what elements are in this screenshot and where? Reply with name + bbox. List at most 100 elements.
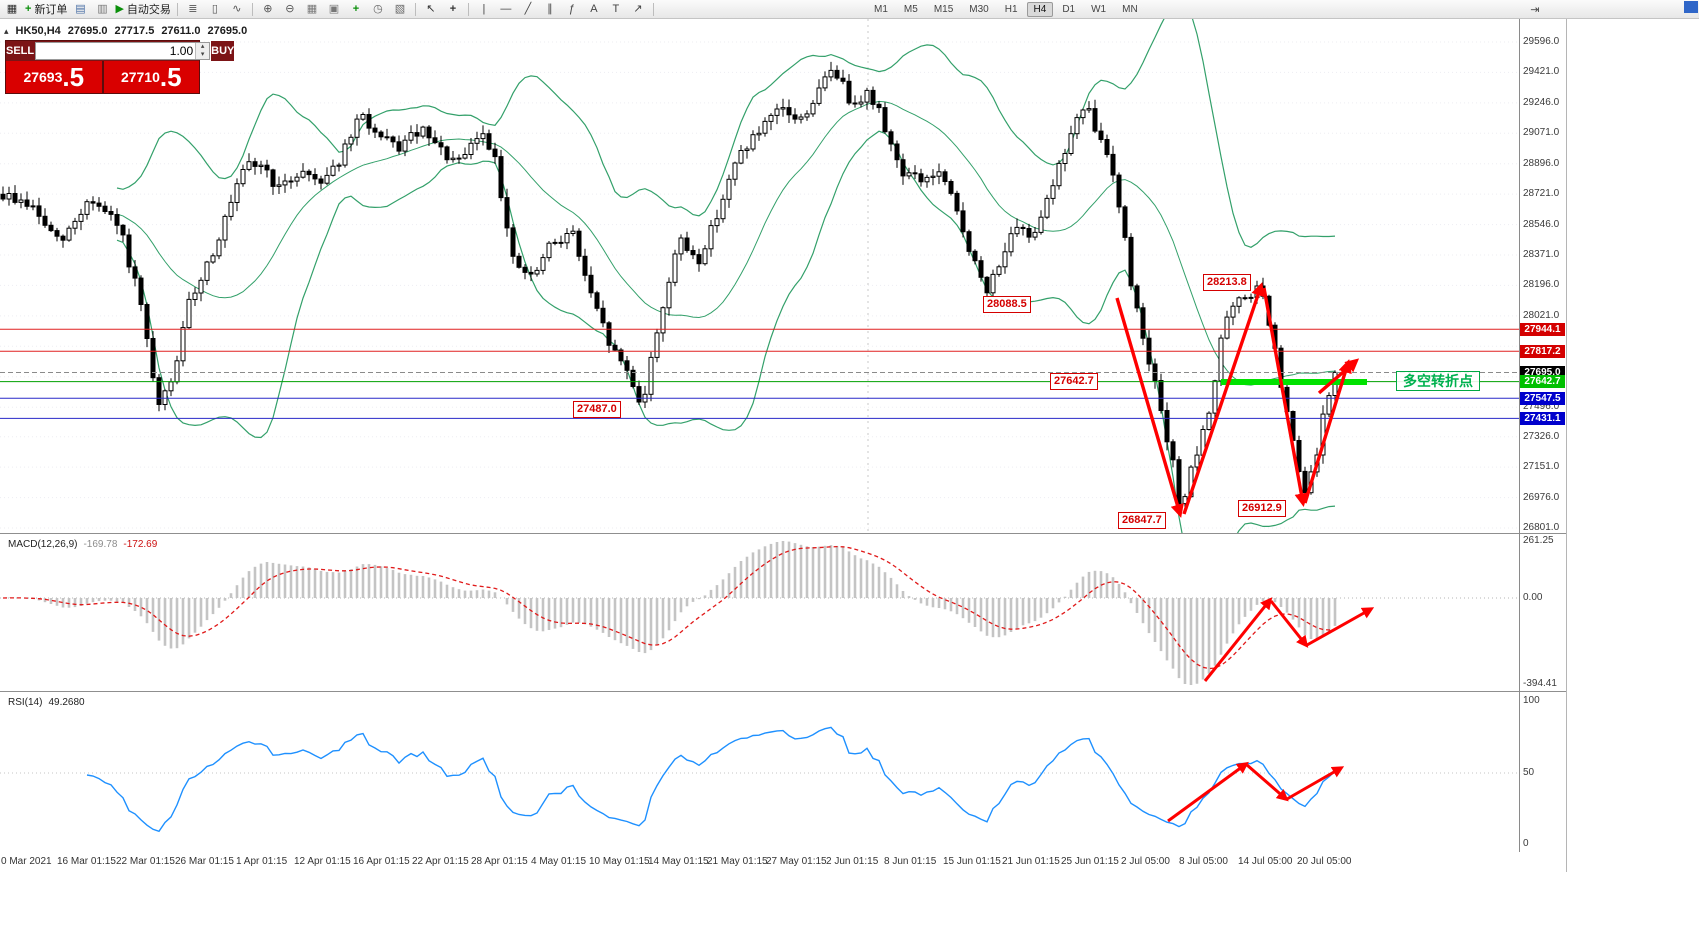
macd-panel[interactable] [0,533,1566,691]
chart-window-icon[interactable]: ▤ [69,1,91,17]
time-axis-label: 8 Jul 05:00 [1179,856,1228,867]
price-tick-label: 29071.0 [1523,127,1560,139]
rsi-panel[interactable] [0,691,1566,852]
price-tick-label: 28371.0 [1523,249,1560,260]
timeframe-button-m15[interactable]: M15 [933,3,954,15]
candlestick-chart-icon[interactable]: ▯ [204,1,226,17]
horizontal-line-icon-glyph: ― [500,3,512,15]
timeframe-button-h4[interactable]: H4 [1026,1,1054,17]
price-tick-label: 29246.0 [1523,96,1560,108]
timeframe-button-m30[interactable]: M30 [969,3,989,15]
one-click-trading-panel: SELL ▴ ▾ BUY 27693.5 27710.5 [5,40,235,94]
timeframe-button-m1[interactable]: M1 [874,3,888,15]
line-chart-icon[interactable]: ∿ [226,1,248,17]
timeframe-button-m5[interactable]: M5 [903,3,918,15]
price-annotation-label[interactable]: 28088.5 [983,296,1031,313]
timeframe-button-mn[interactable]: MN [1122,3,1138,15]
zoom-in-icon-glyph: ⊕ [263,3,273,15]
timeframe-toolbar: M1 M5 M15 M30 H1 H4 D1 W1 MN [866,0,1146,18]
volume-stepper: ▴ ▾ [195,43,210,59]
cursor-icon[interactable]: ↖ [420,1,442,17]
time-axis-label: 12 Apr 01:15 [294,856,351,867]
time-axis-label: 14 Jul 05:00 [1238,856,1293,867]
price-annotation-label[interactable]: 27487.0 [573,401,621,418]
macd-trend-arrows[interactable] [1203,597,1375,682]
crosshair-icon[interactable]: + [442,1,464,17]
indicators-icon[interactable]: + [345,1,367,17]
symbol-info-bar: ▴ HK50,H4 27695.0 27717.5 27611.0 27695.… [4,25,247,37]
profiles-icon[interactable]: ▥ [91,1,113,17]
auto-trading-button[interactable]: ▶ 自动交易 [113,1,172,17]
periods-icon[interactable]: ◷ [367,1,389,17]
rsi-scale-label: 100 [1523,695,1540,706]
timeframe-button-d1[interactable]: D1 [1062,3,1076,15]
timeframe-button-h1[interactable]: H1 [1004,3,1018,15]
volume-decrease-button[interactable]: ▾ [196,51,210,59]
new-order-button-label: 新订单 [34,4,68,16]
zoom-in-icon[interactable]: ⊕ [257,1,279,17]
price-level-badge: 27817.2 [1520,344,1565,358]
arrows-icon-glyph: ↗ [633,3,643,15]
time-axis-label: 20 Jul 05:00 [1297,856,1352,867]
trend-arrows[interactable] [1115,282,1360,518]
symbol-timeframe-label: HK50,H4 [15,25,61,37]
auto-trading-button-glyph: ▶ [115,3,124,15]
timeframe-button-w1[interactable]: W1 [1091,3,1107,15]
trendline-icon[interactable]: ╱ [517,1,539,17]
chart-shift-icon[interactable]: ⇥ [1530,3,1540,16]
vertical-line-icon[interactable]: | [473,1,495,17]
app-chart-icon[interactable]: ▦ [1,1,23,17]
label-icon[interactable]: T [605,1,627,17]
time-axis-label: 26 Mar 01:15 [175,856,234,867]
collapse-panel-icon[interactable]: ▴ [4,25,9,36]
indicators-icon-glyph: + [352,3,360,15]
macd-splitter[interactable] [0,533,1566,534]
line-chart-icon-glyph: ∿ [232,3,242,15]
tile-windows-icon[interactable]: ▣ [323,1,345,17]
bollinger-bands [116,19,1336,533]
arrows-icon[interactable]: ↗ [627,1,649,17]
buy-price-button[interactable]: 27710.5 [103,61,199,93]
price-tick-label: 27326.0 [1523,430,1560,442]
new-order-button[interactable]: + 新订单 [23,1,69,17]
channel-icon[interactable]: ∥ [539,1,561,17]
price-annotation-label[interactable]: 27642.7 [1050,373,1098,390]
trendline-icon-glyph: ╱ [524,3,532,15]
rsi-splitter[interactable] [0,691,1566,692]
crosshair-icon-glyph: + [449,3,457,15]
volume-increase-button[interactable]: ▴ [196,43,210,51]
time-axis[interactable]: 0 Mar 2021 16 Mar 01:15 22 Mar 01:15 26 Mar… [0,852,1566,872]
text-icon-glyph: A [590,3,598,15]
buy-button[interactable]: BUY [211,41,235,61]
templates-icon[interactable]: ▧ [389,1,411,17]
macd-signal-line [2,545,1336,670]
time-axis-label: 25 Jun 01:15 [1061,856,1119,867]
sell-price-button[interactable]: 27693.5 [6,61,102,93]
rsi-value: 49.2680 [48,697,85,708]
price-annotation-label[interactable]: 26912.9 [1238,500,1286,517]
price-tick-label: 27151.0 [1523,461,1560,473]
sell-button[interactable]: SELL [6,41,35,61]
zoom-out-icon[interactable]: ⊖ [279,1,301,17]
price-annotation-label[interactable]: 26847.7 [1118,512,1166,529]
turning-point-label[interactable]: 多空转折点 [1396,371,1480,391]
bar-chart-icon[interactable]: ≣ [182,1,204,17]
time-axis-label: 8 Jun 01:15 [884,856,937,867]
low-price-value: 27611.0 [161,25,201,37]
time-axis-label: 15 Jun 01:15 [943,856,1001,867]
chart-window-icon-glyph: ▤ [75,3,86,15]
volume-input[interactable] [36,43,196,59]
rsi-trend-arrows[interactable] [1167,761,1345,823]
main-price-chart[interactable] [0,19,1566,533]
rsi-name: RSI(14) [8,697,43,708]
chart-window: 28088.5 28213.8 27642.7 27487.0 26847.7 26912… [0,19,1567,872]
price-annotation-label[interactable]: 28213.8 [1203,274,1251,291]
text-icon[interactable]: A [583,1,605,17]
horizontal-levels[interactable] [0,328,1519,419]
grid-icon[interactable]: ▦ [301,1,323,17]
macd-histogram [7,541,1337,685]
macd-label: MACD(12,26,9) -169.78 -172.69 [8,539,157,550]
fibonacci-icon[interactable]: ƒ [561,1,583,17]
time-axis-label: 16 Mar 01:15 [57,856,116,867]
horizontal-line-icon[interactable]: ― [495,1,517,17]
